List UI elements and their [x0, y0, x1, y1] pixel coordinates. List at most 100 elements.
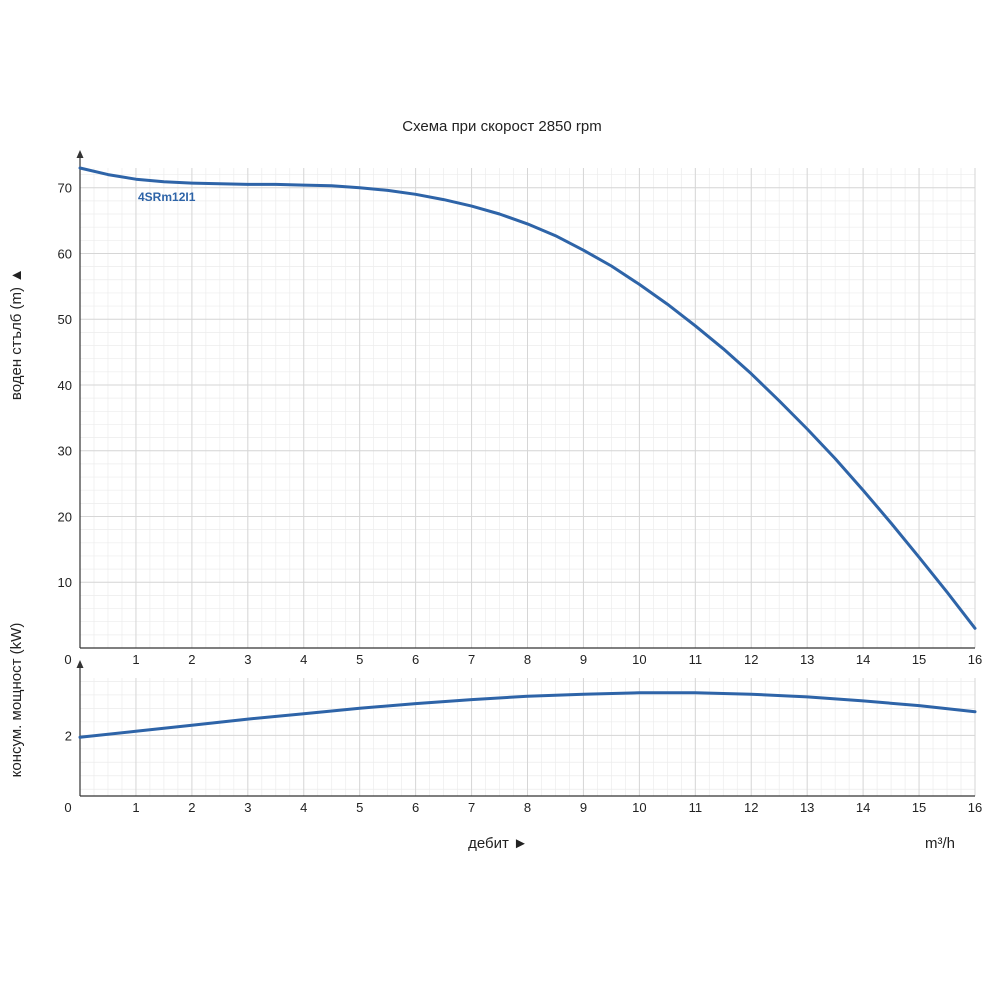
head-chart-data-point [890, 522, 893, 525]
head-chart-data-point [554, 234, 557, 237]
head-chart-data-point [107, 173, 110, 176]
power-chart-x-tick-label: 6 [412, 800, 419, 815]
head-chart-data-point [974, 627, 977, 630]
head-chart-y-axis-arrow [76, 150, 84, 158]
head-chart-x-tick-label: 2 [188, 652, 195, 667]
head-chart-data-point [302, 184, 305, 187]
head-chart-data-point [470, 205, 473, 208]
head-chart-data-point [582, 249, 585, 252]
power-chart-data-point [974, 710, 977, 713]
head-chart-x-tick-label: 15 [912, 652, 926, 667]
head-chart-data-point [190, 182, 193, 185]
power-chart-data-point [470, 698, 473, 701]
power-chart-x-tick-label: 4 [300, 800, 307, 815]
head-chart-y-tick-label: 20 [58, 509, 72, 524]
head-chart-y-tick-label: 10 [58, 575, 72, 590]
power-chart-data-point [190, 724, 193, 727]
power-chart-data-point [302, 712, 305, 715]
head-chart-data-point [750, 372, 753, 375]
power-chart-x-tick-label: 13 [800, 800, 814, 815]
power-chart-x-tick-label: 14 [856, 800, 870, 815]
head-chart-data-point [834, 457, 837, 460]
power-chart-data-point [414, 702, 417, 705]
power-chart-data-point [526, 695, 529, 698]
power-chart-x-tick-label: 1 [132, 800, 139, 815]
head-chart-data-point [218, 182, 221, 185]
power-chart-y-axis-arrow [76, 660, 84, 668]
power-chart-x-tick-label: 8 [524, 800, 531, 815]
head-chart-data-point [414, 193, 417, 196]
head-chart-y-tick-label: 70 [58, 181, 72, 196]
head-chart-x-tick-label: 4 [300, 652, 307, 667]
head-chart-data-point [722, 347, 725, 350]
x-axis-unit: m³/h [925, 835, 955, 852]
power-chart-data-point [582, 693, 585, 696]
head-chart-data-point [638, 283, 641, 286]
head-chart-x-tick-label: 1 [132, 652, 139, 667]
head-chart-data-point [442, 198, 445, 201]
power-chart-x-tick-label: 3 [244, 800, 251, 815]
head-chart-data-point [386, 189, 389, 192]
head-chart-data-point [498, 213, 501, 216]
power-chart-series-line [78, 691, 977, 739]
power-chart-x-tick-label: 11 [689, 800, 703, 815]
power-chart-data-point [246, 718, 249, 721]
power-chart-x-tick-label: 15 [912, 800, 926, 815]
power-chart-data-point [135, 730, 138, 733]
head-chart-data-point [806, 428, 809, 431]
head-chart-data-point [694, 324, 697, 327]
power-chart-x-tick-label: 9 [580, 800, 587, 815]
head-chart-data-point [274, 183, 277, 186]
power-chart-data-point [694, 691, 697, 694]
head-chart-data-point [135, 178, 138, 181]
head-chart-data-point [358, 186, 361, 189]
head-chart-y-tick-label: 40 [58, 378, 72, 393]
head-chart-x-tick-label: 3 [244, 652, 251, 667]
head-chart-data-point [79, 167, 82, 170]
power-chart-data-point [918, 704, 921, 707]
power-chart-x-tick-label: 10 [632, 800, 646, 815]
head-chart-x-tick-label: 12 [744, 652, 758, 667]
head-chart-x-tick-label: 0 [64, 652, 71, 667]
power-chart-x-tick-label: 2 [188, 800, 195, 815]
chart-title: Схема при скорост 2850 rpm [402, 118, 602, 135]
power-chart-x-tick-label: 5 [356, 800, 363, 815]
head-chart-data-point [163, 180, 166, 183]
power-chart-data-point [79, 736, 82, 739]
head-chart-x-tick-label: 13 [800, 652, 814, 667]
head-chart-x-tick-label: 11 [689, 652, 703, 667]
head-chart-x-tick-label: 5 [356, 652, 363, 667]
power-chart-x-tick-label: 7 [468, 800, 475, 815]
head-chart-x-tick-label: 9 [580, 652, 587, 667]
head-chart-data-point [330, 184, 333, 187]
head-chart-series-line [78, 166, 977, 630]
head-chart-x-tick-label: 8 [524, 652, 531, 667]
head-chart-y-tick-label: 50 [58, 312, 72, 327]
head-chart-data-point [862, 489, 865, 492]
power-y-axis-title: консум. мощност (kW) [8, 623, 25, 778]
head-chart-data-point [946, 591, 949, 594]
head-chart-data-point [526, 222, 529, 225]
power-chart-y-tick-label: 2 [65, 728, 72, 743]
head-chart-x-tick-label: 6 [412, 652, 419, 667]
power-chart-data-point [862, 700, 865, 703]
power-chart-data-point [806, 695, 809, 698]
head-chart-x-tick-label: 7 [468, 652, 475, 667]
head-chart-x-tick-label: 16 [968, 652, 982, 667]
head-chart-data-point [666, 303, 669, 306]
head-chart-series-label: 4SRm12I1 [138, 190, 196, 204]
head-chart-x-tick-label: 10 [632, 652, 646, 667]
head-chart-data-point [246, 183, 249, 186]
x-axis-title: дебит ► [468, 835, 528, 852]
head-chart-y-tick-label: 30 [58, 444, 72, 459]
head-chart-x-tick-label: 14 [856, 652, 870, 667]
power-chart-data-point [358, 707, 361, 710]
power-chart-x-tick-label: 12 [744, 800, 758, 815]
head-chart-data-point [918, 556, 921, 559]
head-chart-y-tick-label: 60 [58, 246, 72, 261]
head-chart-data-point [610, 265, 613, 268]
head-chart-data-point [778, 399, 781, 402]
power-chart-x-tick-label: 16 [968, 800, 982, 815]
